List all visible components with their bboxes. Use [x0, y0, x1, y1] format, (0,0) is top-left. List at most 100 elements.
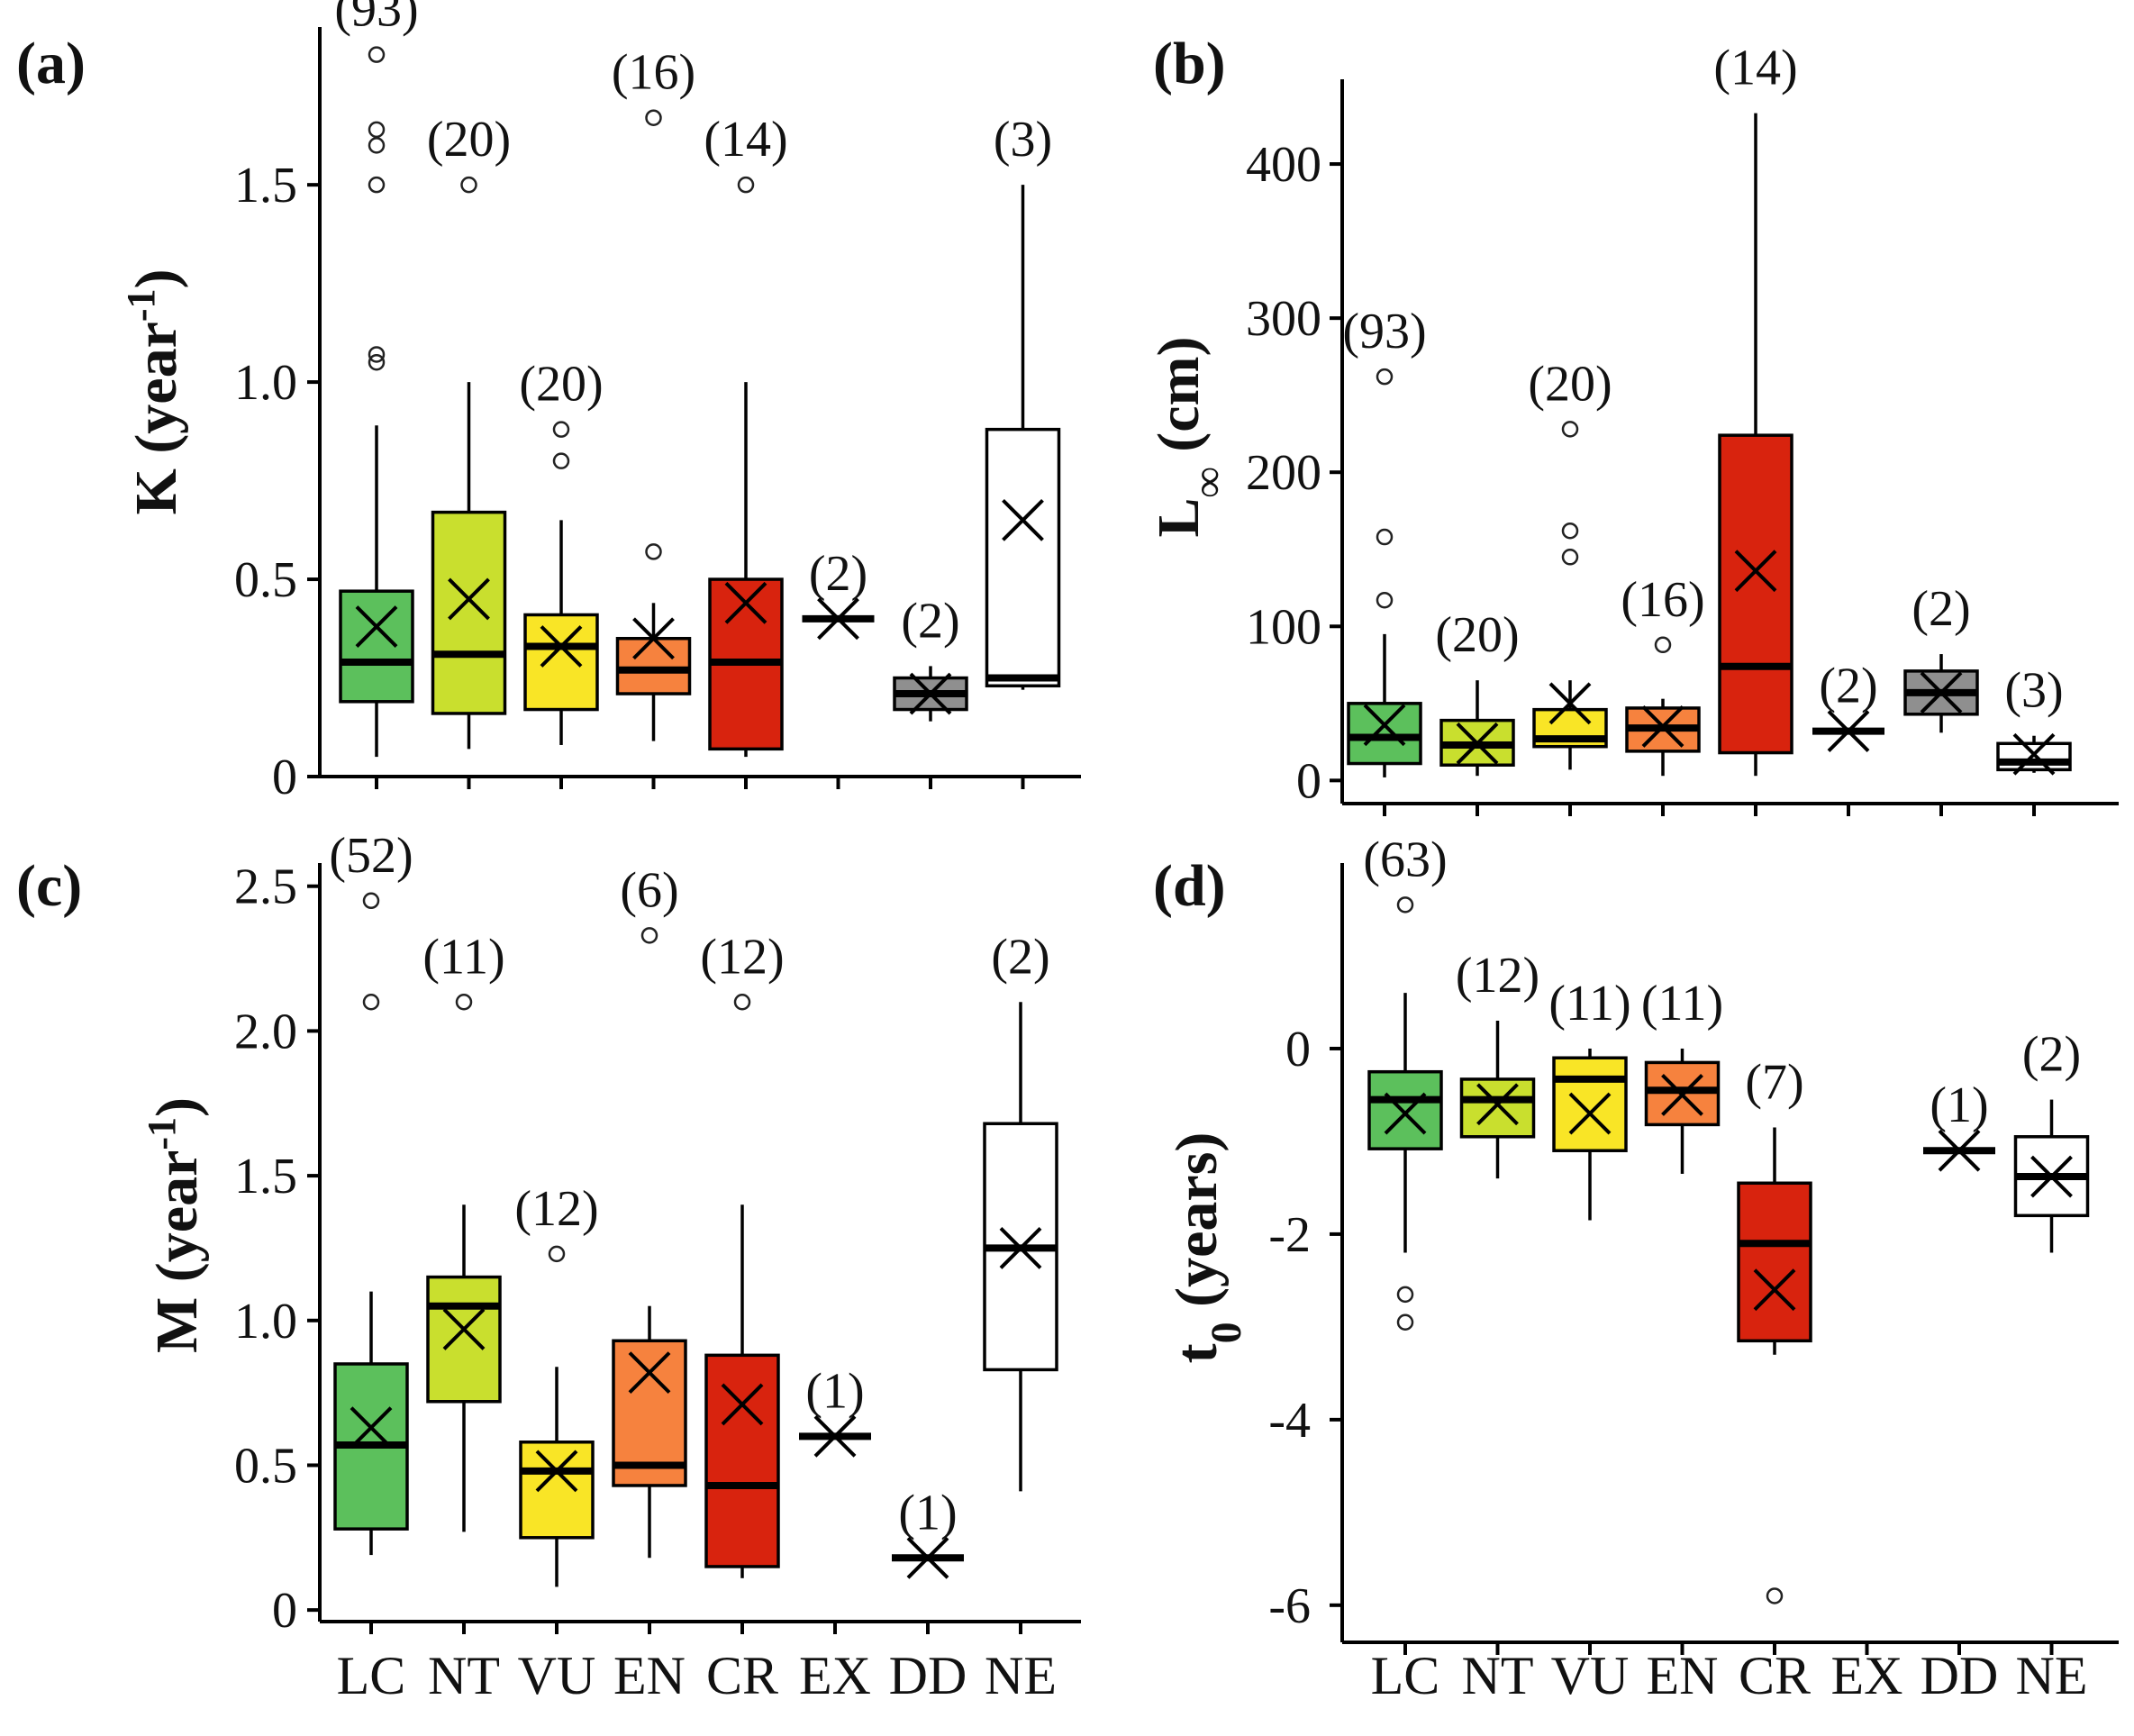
outlier-point	[1766, 1587, 1784, 1604]
iqr-box	[1737, 1181, 1812, 1343]
sample-size-label: (11)	[1548, 976, 1630, 1032]
x-tick-label-vu: VU	[518, 1646, 596, 1705]
panel-letter: (a)	[16, 31, 86, 96]
sample-size-label: (12)	[1456, 948, 1539, 1004]
x-tick-label-lc: LC	[1371, 1646, 1440, 1705]
y-axis-title-main: M (year	[144, 1150, 210, 1353]
sample-size-label: (2)	[991, 929, 1049, 985]
y-tick-label: 2.5	[234, 859, 297, 915]
outlier-point	[362, 892, 380, 910]
outlier-point	[733, 994, 751, 1011]
outlier-point	[460, 176, 477, 194]
outlier-point	[368, 121, 386, 139]
sample-size-label: (20)	[519, 357, 603, 413]
mean-marker	[1456, 722, 1499, 765]
outlier-point	[552, 452, 570, 469]
x-tick-label-cr: CR	[706, 1646, 778, 1705]
mean-marker	[1753, 1268, 1796, 1312]
y-tick-label: 100	[1246, 599, 1321, 655]
mean-marker	[1827, 710, 1870, 753]
outlier-point	[368, 176, 386, 194]
box-en: (11)	[1641, 976, 1723, 1174]
box-ne: (3)	[985, 112, 1061, 690]
y-axis-title-main: t	[1164, 1343, 1230, 1363]
mean-marker	[1002, 498, 1044, 541]
mean-marker	[724, 581, 767, 624]
y-axis-title: K (year-1)	[119, 268, 190, 514]
sample-size-label: (7)	[1745, 1054, 1803, 1110]
box-lc: (93)	[334, 0, 419, 758]
outlier-point	[548, 1245, 566, 1263]
sample-size-label: (2)	[2022, 1027, 2081, 1083]
x-tick-label-ne: NE	[2016, 1646, 2088, 1705]
outlier-point	[1376, 591, 1394, 609]
sample-size-label: (16)	[1621, 572, 1704, 628]
x-tick-label-lc: LC	[337, 1646, 406, 1705]
outlier-point	[1561, 522, 1579, 540]
outlier-point	[368, 46, 386, 63]
y-tick-label: 0	[272, 1583, 297, 1639]
y-tick-label: 0.5	[234, 552, 297, 608]
iqr-box	[1718, 433, 1793, 755]
sample-size-label: (11)	[1641, 976, 1723, 1032]
box-cr: (7)	[1737, 1054, 1812, 1604]
sample-size-label: (11)	[422, 929, 504, 985]
box-vu: (11)	[1548, 976, 1631, 1221]
outlier-point	[552, 421, 570, 438]
outlier-point	[645, 543, 662, 560]
iqr-box	[615, 636, 692, 695]
iqr-box	[1347, 702, 1422, 766]
outlier-point	[1561, 549, 1579, 566]
x-tick-label-dd: DD	[889, 1646, 967, 1705]
y-tick-label: 1.5	[234, 158, 297, 214]
box-nt: (20)	[427, 112, 511, 750]
y-tick-label: 2.0	[234, 1004, 297, 1059]
box-nt: (12)	[1456, 948, 1539, 1179]
y-axis-title-superscript: -1	[119, 288, 163, 322]
box-dd: (2)	[893, 593, 968, 722]
outlier-point	[640, 927, 658, 944]
sample-size-label: (93)	[1342, 304, 1426, 359]
y-axis-title-close: (cm)	[1146, 337, 1212, 468]
y-axis-title-subscript: ∞	[1185, 467, 1232, 497]
sample-size-label: (1)	[805, 1363, 864, 1419]
y-tick-label: -2	[1268, 1207, 1311, 1263]
sample-size-label: (3)	[2004, 663, 2063, 719]
mean-marker	[2030, 1155, 2073, 1198]
outlier-point	[1396, 896, 1414, 913]
box-ne: (2)	[983, 929, 1058, 1492]
box-ex: (2)	[1812, 659, 1884, 753]
mean-marker	[721, 1383, 764, 1426]
x-tick-label-cr: CR	[1739, 1646, 1811, 1705]
y-tick-label: 300	[1246, 291, 1321, 347]
iqr-box	[704, 1353, 780, 1568]
iqr-box	[612, 1339, 687, 1487]
y-tick-label: 1.5	[234, 1149, 297, 1204]
outlier-point	[645, 109, 662, 126]
mean-marker	[448, 577, 490, 621]
outlier-point	[1654, 636, 1672, 654]
y-axis-title-superscript: -1	[140, 1117, 184, 1150]
x-tick-label-nt: NT	[428, 1646, 500, 1705]
outlier-point	[455, 994, 473, 1011]
y-tick-label: 0	[1285, 1022, 1311, 1077]
outlier-point	[368, 346, 386, 363]
mean-marker	[1476, 1083, 1519, 1126]
outlier-point	[368, 353, 386, 371]
box-lc: (63)	[1363, 832, 1448, 1331]
x-tick-label-ex: EX	[1831, 1646, 1903, 1705]
box-cr: (14)	[704, 112, 788, 758]
outlier-point	[737, 176, 755, 194]
box-nt: (20)	[1435, 607, 1520, 777]
mean-marker	[906, 1536, 949, 1579]
mean-marker	[535, 1450, 578, 1493]
box-ne: (3)	[1996, 663, 2072, 776]
box-vu: (20)	[519, 357, 604, 745]
mean-marker	[817, 597, 859, 641]
box-ne: (2)	[2013, 1027, 2090, 1253]
y-tick-label: 400	[1246, 137, 1321, 193]
mean-marker	[909, 672, 952, 715]
mean-marker	[1938, 1129, 1981, 1172]
y-axis-title-main: K (year	[123, 322, 189, 514]
